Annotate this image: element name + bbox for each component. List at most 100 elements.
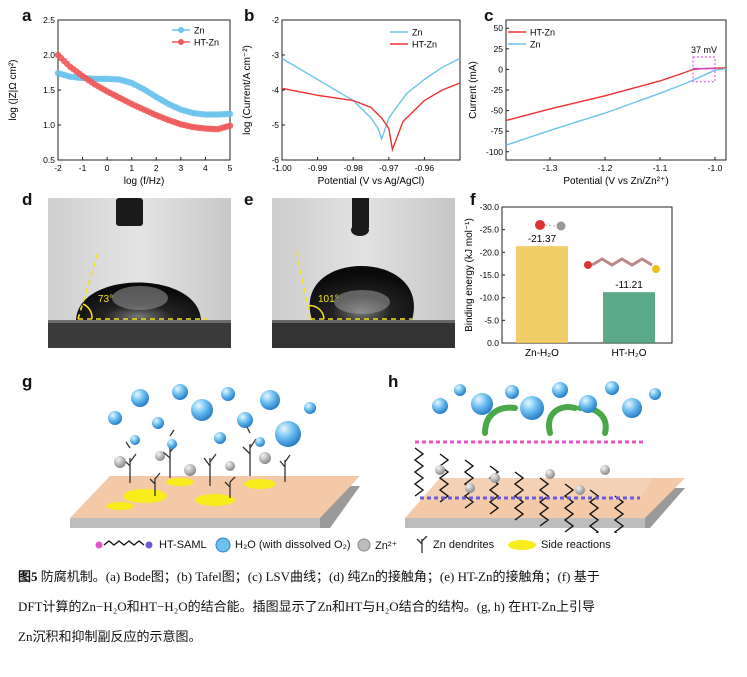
y-tick-label: -2 — [271, 15, 279, 25]
legend-h2o: H₂O (with dissolved O₂) — [235, 539, 351, 551]
substrate — [272, 320, 455, 348]
ht-saml-layer — [410, 438, 675, 533]
y-axis-label: Binding energy (kJ mol⁻¹) — [464, 218, 475, 332]
bode-chart: -2 -1 0 1 2 3 4 5 0.5 1.0 1.5 2.0 2.5 log (f/Hz) log (… — [8, 15, 234, 187]
legend-label: Zn — [194, 26, 205, 36]
caption-fig-number: 图5 — [18, 569, 38, 584]
zinc-atom-icon — [556, 221, 566, 231]
schematic-ht-zn — [405, 381, 685, 533]
bar — [603, 292, 655, 343]
legend-zn-ion: Zn²⁺ — [375, 540, 398, 552]
x-tick-label: -1.2 — [598, 163, 613, 173]
y-tick-label: 1.5 — [43, 85, 55, 95]
bar-value-label: -11.21 — [615, 280, 643, 291]
angle-arc — [306, 304, 325, 320]
x-category-label: Zn-H₂O — [525, 348, 559, 359]
legend-marker — [178, 39, 184, 45]
water-bubbles — [432, 381, 661, 420]
x-tick-label: -0.97 — [379, 163, 399, 173]
panel-label-g: g — [22, 372, 33, 391]
legend-label: HT-Zn — [194, 38, 219, 48]
y-tick-label: -50 — [491, 106, 504, 116]
panel-label-a: a — [22, 6, 32, 25]
x-axis-label: Potential (V vs Zn/Zn²⁺) — [563, 176, 668, 187]
caption-line-1: 防腐机制。(a) Bode图；(b) Tafel图；(c) LSV曲线；(d) … — [37, 569, 600, 584]
x-tick-label: -0.98 — [344, 163, 364, 173]
figure-caption: 图5 防腐机制。(a) Bode图；(b) Tafel图；(c) LSV曲线；(… — [18, 562, 730, 652]
legend-label: Zn — [530, 40, 541, 50]
y-tick-label: 25 — [494, 44, 504, 54]
x-axis-label: Potential (V vs Ag/AgCl) — [318, 176, 425, 187]
y-tick-label: -100 — [486, 147, 503, 157]
y-tick-label: 50 — [494, 23, 504, 33]
x-tick-label: -1.0 — [708, 163, 723, 173]
caption-line-3: Zn沉积和抑制副反应的示意图。 — [18, 629, 202, 644]
y-tick-label: -25 — [491, 85, 504, 95]
x-tick-label: 0 — [105, 163, 110, 173]
y-tick-label: -5.0 — [484, 315, 499, 325]
ht-molecule-icon — [591, 257, 653, 267]
x-tick-label: -1.00 — [272, 163, 292, 173]
series-line — [505, 67, 727, 146]
side-reaction-icon — [508, 540, 536, 550]
x-tick-label: 3 — [178, 163, 183, 173]
tangent-dash — [77, 251, 99, 320]
lsv-chart: -1.3 -1.2 -1.1 -1.0 -100 -75 -50 -25 0 25 50 Potent… — [468, 19, 727, 187]
substrate — [48, 320, 231, 348]
x-tick-label: -2 — [54, 163, 62, 173]
legend-label: HT-Zn — [412, 40, 437, 50]
x-tick-label: 1 — [129, 163, 134, 173]
legend-label: Zn — [412, 28, 423, 38]
x-axis-label: log (f/Hz) — [124, 176, 165, 187]
data-point — [226, 110, 234, 118]
legend-dendrites: Zn dendrites — [433, 539, 495, 551]
schematic-legend: HT-SAML H₂O (with dissolved O₂) Zn²⁺ Zn … — [95, 535, 655, 557]
oxygen-atom-icon — [584, 261, 592, 269]
panel-label-d: d — [22, 190, 33, 209]
legend-ht-saml: HT-SAML — [159, 539, 207, 551]
syringe-needle — [116, 198, 143, 226]
series-line — [281, 57, 461, 142]
y-tick-label: -4 — [271, 85, 279, 95]
contact-angle-photo-ht-zn: 101° — [272, 198, 455, 348]
y-tick-label: -25.0 — [480, 225, 500, 235]
y-tick-label: 0.0 — [487, 338, 499, 348]
panel-label-e: e — [244, 190, 254, 209]
bar — [516, 246, 568, 343]
y-tick-label: -10.0 — [480, 293, 500, 303]
zn-ions — [114, 451, 271, 476]
legend-side-reactions: Side reactions — [541, 539, 611, 551]
zn-ions — [435, 465, 610, 495]
water-bubble-icon — [215, 537, 231, 553]
x-category-label: HT-H₂O — [612, 348, 647, 359]
tafel-chart: -1.00 -0.99 -0.98 -0.97 -0.96 -6 -5 -4 -3 -2 Poten… — [242, 15, 461, 187]
y-tick-label: -3 — [271, 50, 279, 60]
panel-label-c: c — [484, 6, 494, 25]
panel-label-b: b — [244, 6, 255, 25]
y-tick-label: -6 — [271, 155, 279, 165]
dendrite-icon — [416, 536, 428, 553]
annotation-label: 37 mV — [691, 45, 717, 55]
x-tick-label: -1.1 — [653, 163, 668, 173]
x-tick-label: -0.96 — [415, 163, 435, 173]
caption-line-2: DFT计算的Zn−H₂O和HT−H₂O的结合能。插图显示了Zn和HT与H₂O结合… — [18, 599, 596, 614]
x-tick-label: -1 — [79, 163, 87, 173]
syringe-needle — [352, 198, 369, 228]
panel-label-h: h — [388, 372, 399, 391]
y-tick-label: -30.0 — [480, 202, 500, 212]
data-point — [226, 122, 234, 129]
y-axis-label: Current (mA) — [468, 61, 479, 119]
bar-value-label: -21.37 — [528, 234, 557, 245]
y-tick-label: 0 — [498, 64, 503, 74]
side-reaction-spots — [106, 478, 276, 510]
y-tick-label: -15.0 — [480, 270, 500, 280]
y-tick-label: 1.0 — [43, 120, 55, 130]
binding-energy-chart: 0.0 -5.0 -10.0 -15.0 -20.0 -25.0 -30.0 Binding … — [464, 202, 673, 359]
y-tick-label: 2.0 — [43, 50, 55, 60]
panel-label-f: f — [470, 190, 476, 209]
tangent-dash — [295, 247, 311, 320]
contact-angle-label: 101° — [318, 294, 339, 305]
schematic-bare-zn — [70, 384, 360, 528]
x-tick-label: 5 — [228, 163, 233, 173]
series-line — [281, 82, 461, 153]
